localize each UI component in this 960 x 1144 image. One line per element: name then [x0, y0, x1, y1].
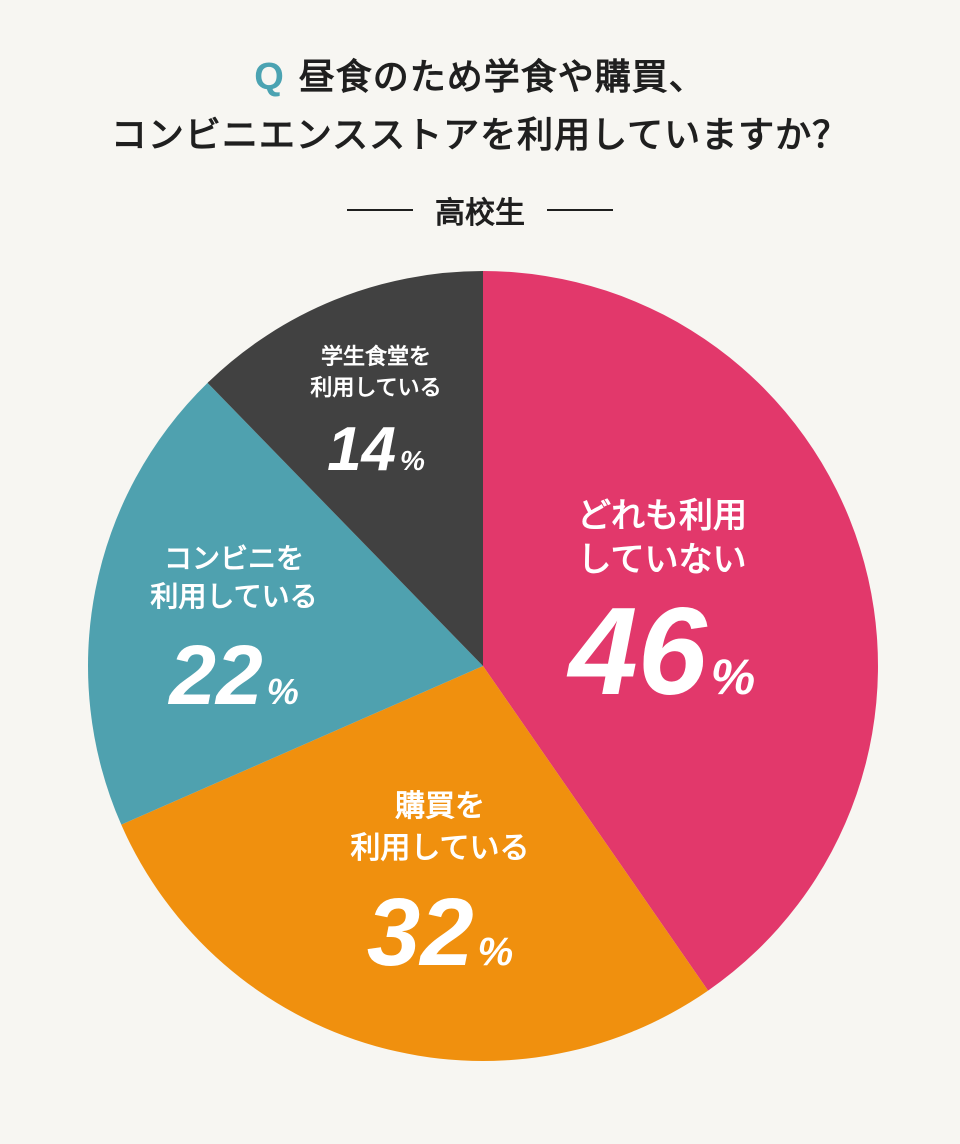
- slice-value-1: 46%: [566, 583, 755, 721]
- pie-slice-1: [483, 271, 878, 991]
- chart-title-line-2: コンビニエンスストアを利用していますか？: [110, 115, 850, 156]
- slice-label-3-line-1: コンビニを: [164, 542, 304, 575]
- slice-label-1-line-1: どれも利用: [577, 496, 747, 536]
- chart-title-text-1: 昼食のため学食や購買、: [298, 57, 706, 98]
- slice-value-3: 22%: [167, 628, 298, 722]
- subtitle-text: 高校生: [435, 196, 525, 231]
- slice-label-2-line-1: 購買を: [395, 789, 485, 824]
- question-mark: Q: [254, 56, 285, 98]
- slice-label-3-line-2: 利用している: [150, 580, 317, 613]
- pie-slice-4: [207, 271, 483, 666]
- slice-label-2-line-2: 利用している: [350, 831, 529, 866]
- slice-value-2: 32%: [367, 879, 513, 986]
- pie-slice-2: [121, 666, 709, 1061]
- chart-title-line-1: Q 昼食のため学食や購買、: [0, 48, 960, 107]
- slice-label-1-line-2: していない: [578, 540, 747, 580]
- chart-title: Q 昼食のため学食や購買、 コンビニエンスストアを利用していますか？: [0, 48, 960, 165]
- slice-label-4-line-2: 利用している: [310, 376, 441, 401]
- pie-slice-3: [88, 382, 484, 825]
- slice-label-4-line-1: 学生食堂を: [321, 344, 431, 370]
- chart-subtitle: 高校生: [0, 188, 960, 232]
- subtitle-rule-right: [547, 209, 613, 211]
- slice-value-4: 14%: [327, 415, 425, 484]
- subtitle-rule-left: [347, 209, 413, 211]
